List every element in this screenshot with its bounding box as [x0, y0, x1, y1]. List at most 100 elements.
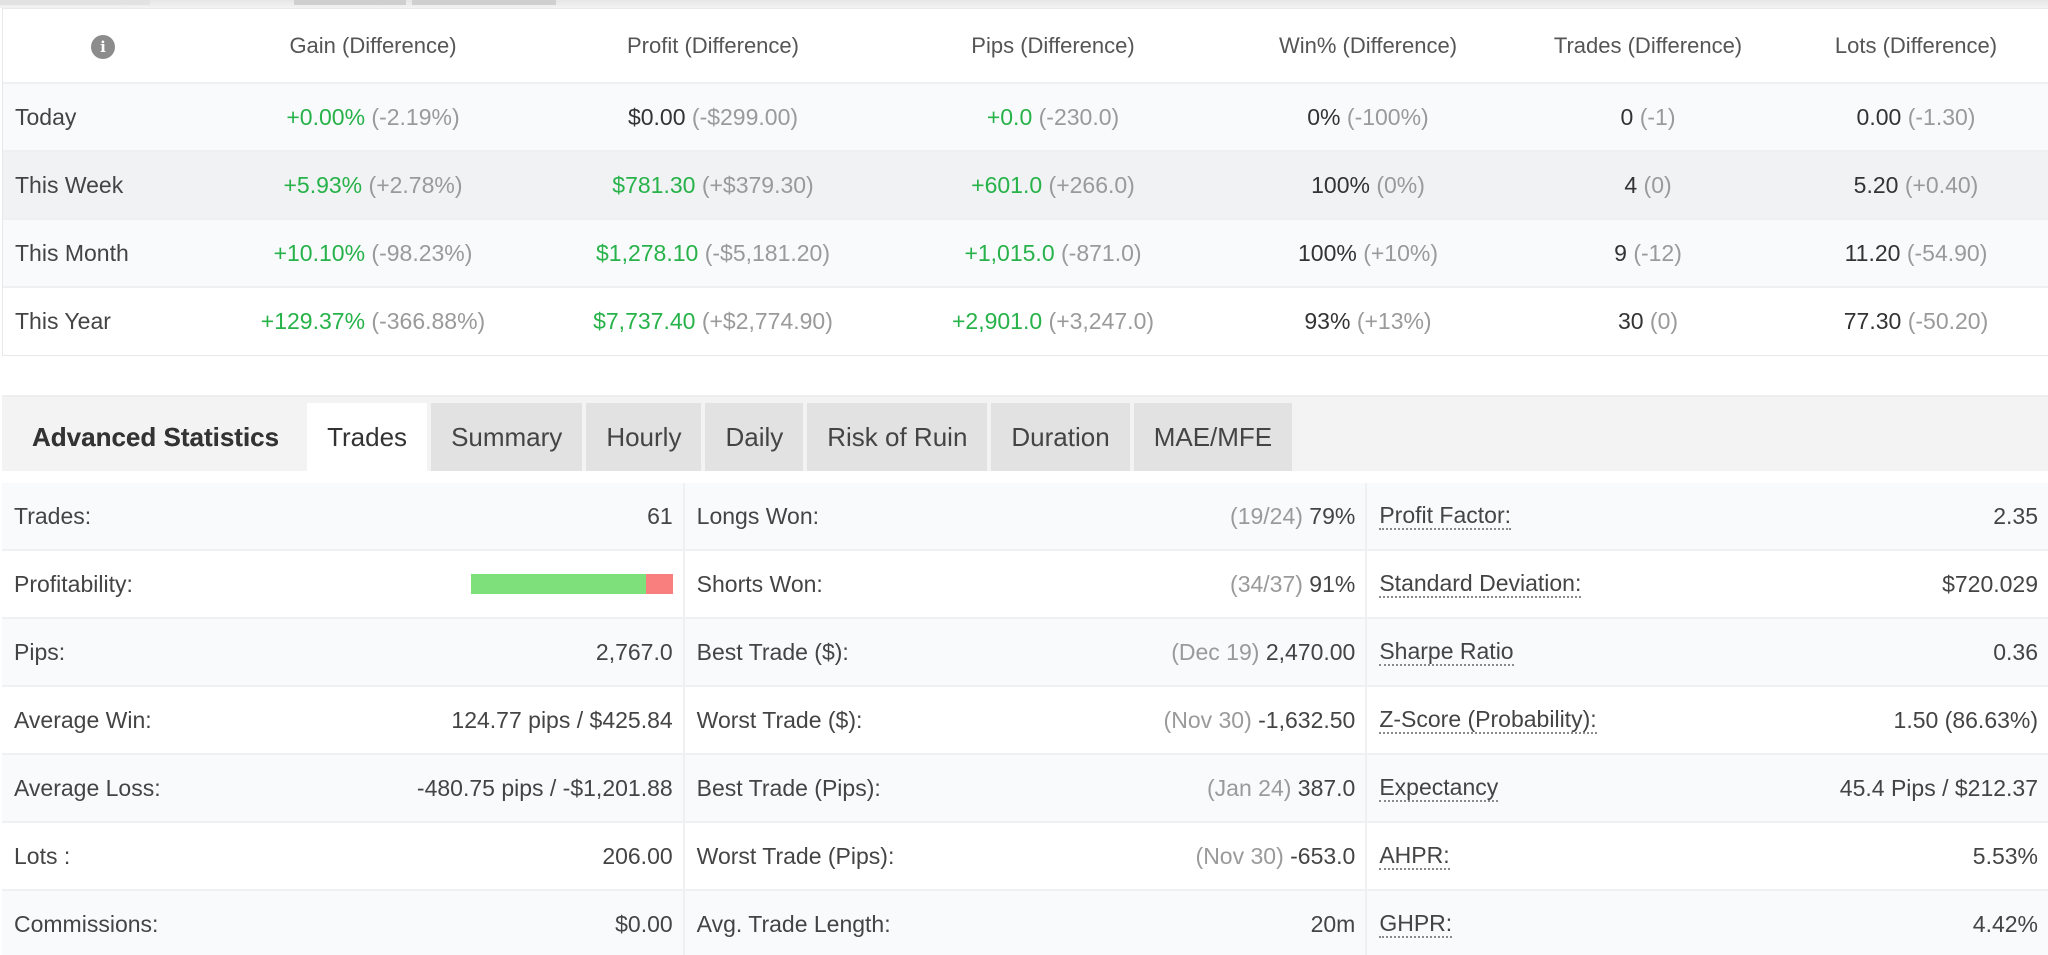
- stat-average-win: Average Win: 124.77 pips / $425.84: [2, 687, 683, 755]
- trades-diff: (-12): [1633, 239, 1682, 266]
- stat-longs-won: Longs Won: (19/24) 79%: [684, 483, 1366, 551]
- stat-label: Pips:: [14, 638, 66, 665]
- trades-cell: 30 (0): [1513, 287, 1783, 355]
- trades-value: 0: [1620, 103, 1634, 130]
- profit-value: $781.30: [612, 171, 696, 198]
- stat-commissions: Commissions: $0.00: [2, 891, 683, 955]
- header-gain[interactable]: Gain (Difference): [203, 9, 543, 84]
- stat-avg-trade-length: Avg. Trade Length: 20m: [684, 891, 1366, 955]
- profit-value: $7,737.40: [593, 308, 696, 334]
- stat-profit-factor: Profit Factor: 2.35: [1367, 483, 2048, 551]
- top-tab-stub[interactable]: [412, 0, 556, 5]
- tab-risk-of-ruin[interactable]: Risk of Ruin: [807, 403, 988, 471]
- tab-trades[interactable]: Trades: [307, 403, 428, 471]
- stat-value: 45.4 Pips / $212.37: [1839, 774, 2039, 801]
- table-row-this-month: This Month +10.10% (-98.23%) $1,278.10 (…: [3, 219, 2048, 288]
- row-label: Today: [3, 83, 203, 152]
- lots-cell: 77.30 (-50.20): [1783, 287, 2048, 355]
- top-tab-stub[interactable]: [294, 0, 406, 5]
- header-pips[interactable]: Pips (Difference): [883, 9, 1223, 84]
- stat-value: (Nov 30) -1,632.50: [1164, 707, 1356, 734]
- header-win[interactable]: Win% (Difference): [1223, 9, 1513, 84]
- stat-label: Worst Trade ($):: [696, 706, 863, 733]
- pips-value: +0.0: [986, 103, 1033, 130]
- gain-cell: +10.10% (-98.23%): [203, 219, 543, 288]
- stat-label: Profitability:: [14, 570, 133, 597]
- profit-cell: $0.00 (-$299.00): [543, 83, 883, 152]
- pips-cell: +601.0 (+266.0): [883, 151, 1223, 220]
- stat-main: 387.0: [1297, 774, 1356, 801]
- lots-diff: (-54.90): [1906, 239, 1988, 266]
- win-diff: (0%): [1376, 171, 1425, 198]
- stat-sub: (34/37): [1230, 570, 1303, 597]
- stat-label-tooltip[interactable]: Expectancy: [1379, 774, 1499, 802]
- stat-worst-trade-pips: Worst Trade (Pips): (Nov 30) -653.0: [684, 823, 1366, 891]
- stat-average-loss: Average Loss: -480.75 pips / -$1,201.88: [2, 755, 683, 823]
- header-lots[interactable]: Lots (Difference): [1783, 9, 2048, 84]
- stat-pips: Pips: 2,767.0: [2, 619, 683, 687]
- stat-label-tooltip[interactable]: AHPR:: [1379, 842, 1450, 870]
- win-cell: 100% (+10%): [1223, 219, 1513, 288]
- pips-cell: +0.0 (-230.0): [883, 83, 1223, 152]
- top-tab-stub[interactable]: [0, 0, 150, 5]
- stat-main: 2,470.00: [1265, 638, 1356, 665]
- stat-ghpr: GHPR: 4.42%: [1367, 891, 2048, 955]
- stat-label: Longs Won:: [696, 502, 819, 529]
- stat-label-tooltip[interactable]: Profit Factor:: [1379, 502, 1511, 530]
- header-trades[interactable]: Trades (Difference): [1513, 9, 1783, 84]
- tab-mae-mfe[interactable]: MAE/MFE: [1133, 403, 1293, 471]
- profit-diff: (+$379.30): [701, 171, 814, 198]
- stat-main: -1,632.50: [1258, 706, 1356, 733]
- top-tab-strip: [0, 0, 2048, 8]
- tab-summary[interactable]: Summary: [431, 403, 583, 471]
- stat-sub: (Nov 30): [1163, 706, 1252, 733]
- stat-label: Best Trade (Pips):: [696, 774, 881, 801]
- pips-value: +2,901.0: [951, 308, 1043, 334]
- header-profit[interactable]: Profit (Difference): [543, 9, 883, 84]
- stat-value: 0.36: [1993, 638, 2039, 665]
- tab-duration[interactable]: Duration: [991, 403, 1130, 471]
- lots-cell: 0.00 (-1.30): [1783, 83, 2048, 152]
- stat-label: Average Win:: [14, 706, 152, 733]
- profit-cell: $1,278.10 (-$5,181.20): [543, 219, 883, 288]
- stat-value: 124.77 pips / $425.84: [451, 706, 673, 733]
- gain-value: +0.00%: [286, 103, 366, 130]
- stat-sub: (Nov 30): [1195, 842, 1284, 869]
- win-value: 93%: [1304, 308, 1351, 334]
- win-diff: (-100%): [1346, 103, 1429, 130]
- stat-main: 20m: [1310, 910, 1356, 937]
- gain-diff: (-98.23%): [371, 239, 473, 266]
- stat-value: 4.42%: [1972, 910, 2039, 937]
- stat-label-tooltip[interactable]: Z-Score (Probability):: [1379, 706, 1597, 734]
- stat-label: Commissions:: [14, 910, 159, 937]
- tab-daily[interactable]: Daily: [705, 403, 804, 471]
- loss-segment: [646, 574, 673, 594]
- profitability-bar[interactable]: [470, 574, 673, 594]
- stat-expectancy: Expectancy 45.4 Pips / $212.37: [1367, 755, 2048, 823]
- win-value: 100%: [1297, 239, 1357, 266]
- advanced-statistics-tabs: Advanced Statistics Trades Summary Hourl…: [2, 397, 2048, 471]
- table-row-this-year: This Year +129.37% (-366.88%) $7,737.40 …: [3, 287, 2048, 355]
- stats-column-1: Trades: 61 Profitability: Pips: 2,767.0 Av…: [2, 483, 685, 955]
- info-header: i: [3, 9, 203, 84]
- stat-value: 20m: [1311, 911, 1356, 938]
- stat-label-tooltip[interactable]: GHPR:: [1379, 910, 1453, 938]
- info-icon[interactable]: i: [91, 35, 115, 59]
- win-cell: 93% (+13%): [1223, 287, 1513, 355]
- period-summary-table: i Gain (Difference) Profit (Difference) …: [2, 8, 2048, 356]
- stat-best-trade-dollar: Best Trade ($): (Dec 19) 2,470.00: [684, 619, 1366, 687]
- tab-hourly[interactable]: Hourly: [586, 403, 702, 471]
- stats-column-3: Profit Factor: 2.35 Standard Deviation: $7…: [1367, 483, 2048, 955]
- stat-label-tooltip[interactable]: Standard Deviation:: [1379, 570, 1582, 598]
- trades-diff: (0): [1643, 171, 1672, 198]
- trades-cell: 9 (-12): [1513, 219, 1783, 288]
- advanced-statistics-panel: Advanced Statistics Trades Summary Hourl…: [2, 395, 2048, 955]
- pips-diff: (+266.0): [1048, 171, 1135, 198]
- stat-best-trade-pips: Best Trade (Pips): (Jan 24) 387.0: [684, 755, 1366, 823]
- profit-cell: $781.30 (+$379.30): [543, 151, 883, 220]
- stat-label-tooltip[interactable]: Sharpe Ratio: [1379, 638, 1514, 666]
- stat-label: Best Trade ($):: [696, 638, 849, 665]
- lots-diff: (-50.20): [1907, 308, 1989, 334]
- stat-value: (19/24) 79%: [1230, 503, 1355, 530]
- win-segment: [470, 574, 647, 594]
